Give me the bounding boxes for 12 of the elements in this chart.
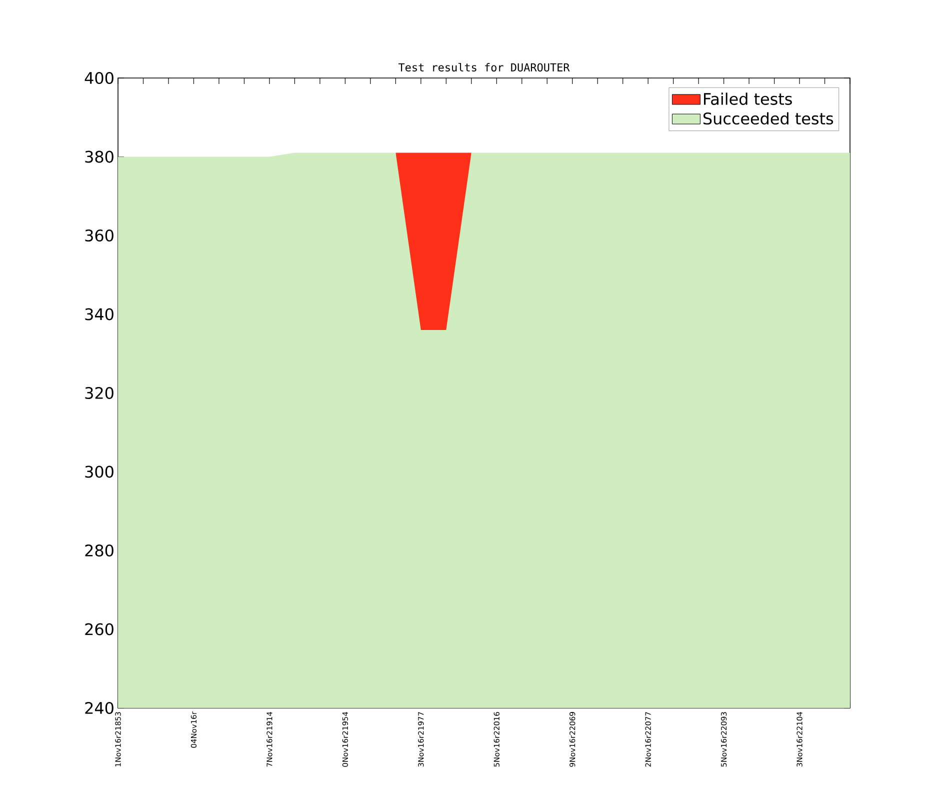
y-tick-label: 400 — [84, 72, 114, 84]
y-tick-label: 360 — [85, 229, 114, 242]
legend-label: Failed tests — [704, 92, 792, 105]
y-tick-label: 380 — [85, 150, 114, 163]
y-tick-label: 240 — [85, 702, 114, 714]
y-tick-label: 260 — [85, 623, 114, 636]
series-label: Succeeded tests — [703, 112, 834, 125]
y-tick-label: 300 — [85, 466, 114, 478]
chart-title: Test results for DUAROUTER — [398, 62, 570, 72]
y-tick-label: 280 — [85, 544, 114, 557]
y-tick-label: 320 — [85, 386, 114, 400]
y-tick-label: 340 — [85, 308, 114, 320]
